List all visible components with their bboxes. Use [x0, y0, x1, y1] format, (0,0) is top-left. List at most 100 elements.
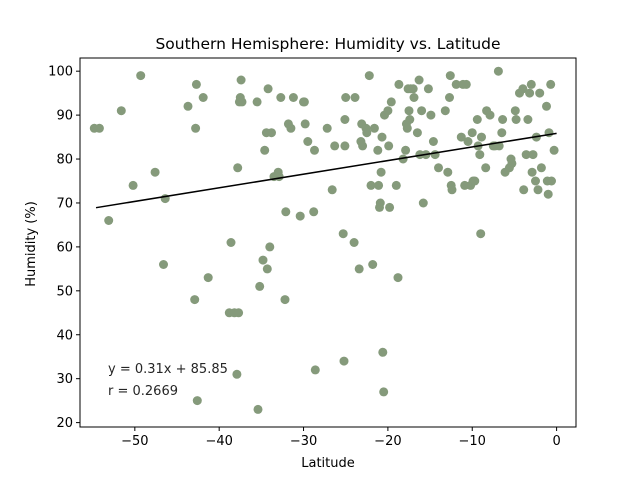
data-point [535, 88, 545, 98]
y-axis-ticks: 20 30 40 50 60 70 80 90 100 [48, 65, 80, 431]
data-point [276, 93, 286, 102]
data-point [391, 180, 401, 190]
data-point [203, 273, 213, 283]
data-point [394, 79, 404, 89]
data-point [384, 141, 394, 151]
x-axis-label: Latitude [301, 456, 355, 471]
data-point [368, 260, 378, 269]
data-point [445, 93, 454, 102]
data-point [518, 84, 528, 94]
data-point [525, 88, 535, 98]
x-tick-label: −10 [459, 434, 486, 449]
data-point [300, 119, 310, 129]
data-point [451, 79, 461, 89]
y-tick-label: 20 [56, 416, 73, 431]
data-point [443, 167, 453, 177]
data-point [497, 128, 507, 138]
y-tick-label: 70 [56, 196, 73, 211]
data-point [533, 185, 543, 195]
y-tick-label: 60 [56, 240, 73, 255]
data-point [498, 115, 508, 124]
data-point [475, 150, 485, 160]
data-point [493, 66, 503, 76]
data-point [434, 163, 443, 173]
x-tick-label: −50 [121, 434, 148, 449]
data-point [393, 273, 403, 283]
data-point [377, 132, 387, 142]
data-point [354, 264, 364, 274]
y-tick-label: 40 [56, 328, 73, 343]
data-point [376, 167, 386, 177]
correlation-label: r = 0.2669 [108, 384, 178, 399]
data-point [303, 137, 313, 146]
data-point [263, 84, 273, 94]
y-tick-label: 90 [56, 109, 73, 124]
data-point [412, 128, 422, 138]
x-tick-label: −30 [290, 434, 317, 449]
data-point [281, 207, 291, 217]
data-point [253, 404, 263, 414]
data-point [255, 281, 265, 291]
regression-equation: y = 0.31x + 85.85 [108, 362, 228, 377]
data-point [327, 185, 337, 195]
data-point [456, 132, 466, 142]
data-point [350, 93, 360, 102]
data-point [280, 295, 290, 305]
y-axis-label: Humidity (%) [24, 201, 39, 287]
data-point [191, 79, 201, 89]
data-point [527, 167, 537, 177]
data-point [183, 101, 193, 111]
data-point [546, 79, 556, 89]
data-point [340, 141, 350, 151]
data-point [136, 71, 146, 81]
data-point [362, 128, 372, 138]
data-point [310, 365, 320, 375]
data-point [423, 84, 433, 94]
data-point [116, 106, 126, 116]
data-point [226, 238, 236, 247]
data-point [485, 110, 495, 120]
data-point [402, 123, 412, 133]
regression-line [95, 132, 557, 209]
data-point [510, 106, 520, 116]
data-point [461, 79, 471, 89]
x-tick-label: −20 [374, 434, 401, 449]
data-point [258, 255, 268, 265]
data-point [288, 93, 298, 102]
data-point [379, 387, 389, 397]
data-point [428, 137, 438, 146]
data-point [523, 115, 533, 124]
data-point [340, 115, 350, 124]
data-point [104, 216, 114, 225]
data-point [128, 180, 138, 190]
data-point [408, 84, 418, 94]
data-point [369, 123, 379, 133]
data-point [286, 123, 296, 133]
data-point [366, 180, 376, 190]
data-point [418, 198, 428, 208]
data-point [310, 145, 319, 155]
data-point [198, 93, 208, 102]
data-point [237, 97, 247, 107]
data-point [150, 167, 160, 177]
plot-frame [79, 57, 577, 428]
data-point [330, 141, 340, 151]
data-point [511, 115, 521, 124]
y-tick-label: 100 [48, 65, 73, 80]
data-point [267, 128, 276, 138]
data-point [236, 75, 246, 85]
data-point [378, 347, 388, 357]
data-point [521, 150, 531, 160]
data-point [519, 185, 529, 195]
data-point [472, 115, 482, 124]
data-point [299, 97, 309, 107]
data-point [467, 128, 477, 138]
data-point [549, 145, 559, 155]
data-point [401, 145, 411, 155]
data-point [476, 229, 486, 239]
data-point [398, 154, 408, 164]
data-point [339, 356, 349, 366]
data-point [260, 145, 270, 155]
x-tick-label: −40 [205, 434, 232, 449]
